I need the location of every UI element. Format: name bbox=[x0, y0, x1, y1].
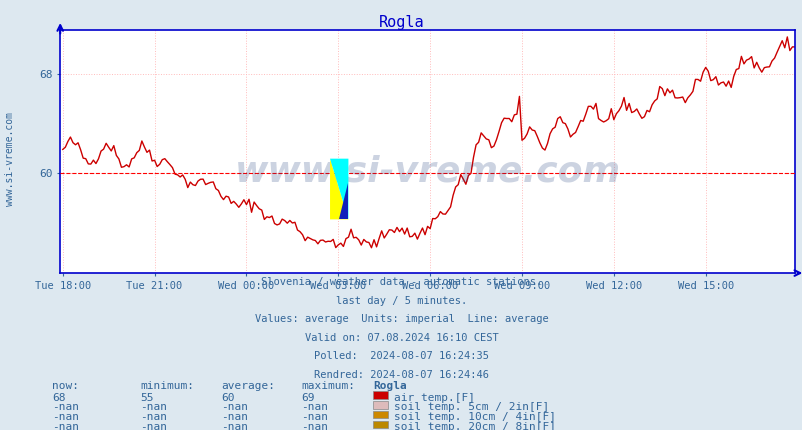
Text: Polled:  2024-08-07 16:24:35: Polled: 2024-08-07 16:24:35 bbox=[314, 351, 488, 361]
Text: -nan: -nan bbox=[301, 412, 328, 422]
Text: -nan: -nan bbox=[140, 402, 168, 412]
Text: 69: 69 bbox=[301, 393, 314, 402]
Text: -nan: -nan bbox=[52, 422, 79, 430]
Text: Values: average  Units: imperial  Line: average: Values: average Units: imperial Line: av… bbox=[254, 314, 548, 324]
Text: Rogla: Rogla bbox=[379, 15, 423, 30]
Text: minimum:: minimum: bbox=[140, 381, 194, 390]
Text: maximum:: maximum: bbox=[301, 381, 354, 390]
Text: Slovenia / weather data - automatic stations.: Slovenia / weather data - automatic stat… bbox=[261, 277, 541, 287]
Text: -nan: -nan bbox=[140, 422, 168, 430]
Text: -nan: -nan bbox=[52, 402, 79, 412]
Text: last day / 5 minutes.: last day / 5 minutes. bbox=[335, 296, 467, 306]
Text: air temp.[F]: air temp.[F] bbox=[394, 393, 475, 402]
Text: Valid on: 07.08.2024 16:10 CEST: Valid on: 07.08.2024 16:10 CEST bbox=[304, 333, 498, 343]
Text: 60: 60 bbox=[221, 393, 234, 402]
Text: soil temp. 20cm / 8in[F]: soil temp. 20cm / 8in[F] bbox=[394, 422, 556, 430]
Text: -nan: -nan bbox=[221, 402, 248, 412]
Text: 55: 55 bbox=[140, 393, 154, 402]
Text: 68: 68 bbox=[52, 393, 66, 402]
Text: www.si-vreme.com: www.si-vreme.com bbox=[234, 154, 620, 188]
Text: Rendred: 2024-08-07 16:24:46: Rendred: 2024-08-07 16:24:46 bbox=[314, 370, 488, 380]
Polygon shape bbox=[330, 159, 348, 219]
Text: average:: average: bbox=[221, 381, 274, 390]
Text: -nan: -nan bbox=[301, 402, 328, 412]
Text: -nan: -nan bbox=[221, 412, 248, 422]
Text: soil temp. 5cm / 2in[F]: soil temp. 5cm / 2in[F] bbox=[394, 402, 549, 412]
Text: www.si-vreme.com: www.si-vreme.com bbox=[6, 112, 15, 206]
Polygon shape bbox=[338, 183, 348, 219]
Text: -nan: -nan bbox=[52, 412, 79, 422]
Text: Rogla: Rogla bbox=[373, 381, 407, 390]
Text: now:: now: bbox=[52, 381, 79, 390]
Text: -nan: -nan bbox=[140, 412, 168, 422]
Text: -nan: -nan bbox=[301, 422, 328, 430]
Polygon shape bbox=[330, 159, 348, 219]
Text: -nan: -nan bbox=[221, 422, 248, 430]
Text: soil temp. 10cm / 4in[F]: soil temp. 10cm / 4in[F] bbox=[394, 412, 556, 422]
